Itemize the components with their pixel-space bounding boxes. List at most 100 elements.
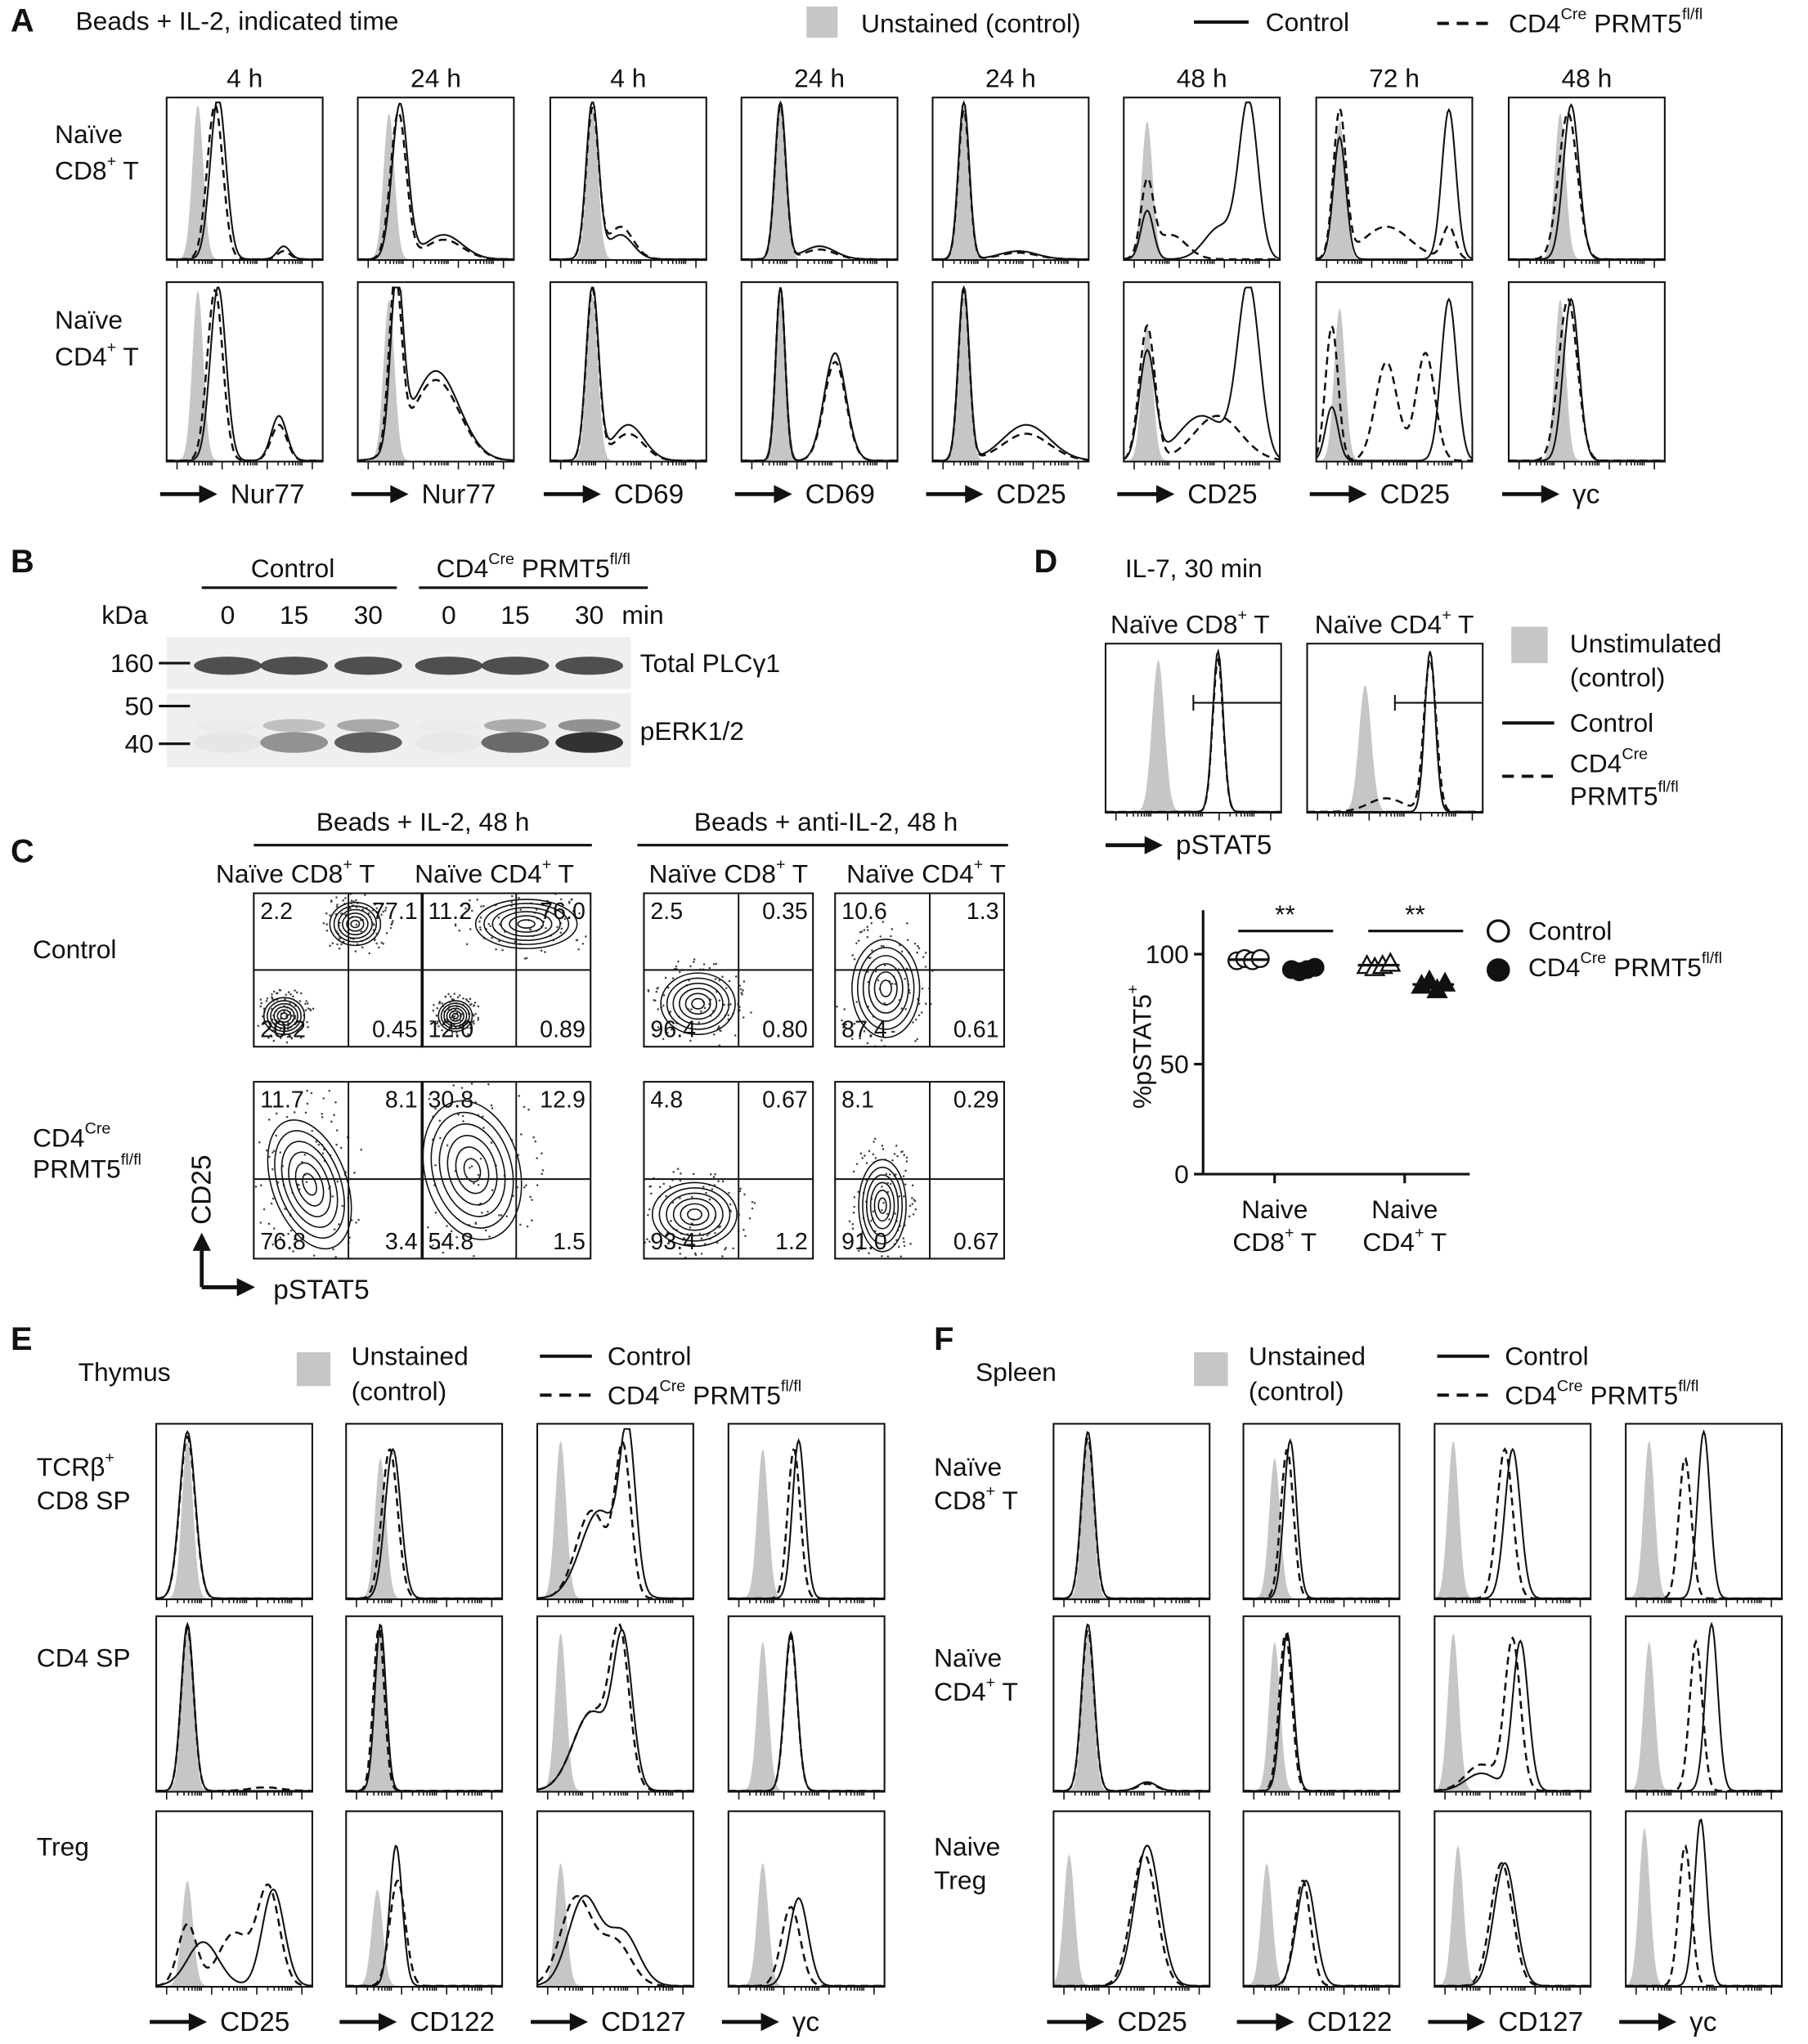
arrow-head xyxy=(582,485,601,504)
event-dot xyxy=(391,921,393,924)
cell-label: Naïve CD4+ T xyxy=(1315,606,1474,639)
event-dot xyxy=(679,1253,682,1255)
event-dot xyxy=(906,922,908,925)
event-dot xyxy=(662,1182,666,1186)
event-dot xyxy=(455,1235,458,1239)
row-label: Naïve xyxy=(55,119,123,149)
histogram-control xyxy=(1315,297,1474,462)
event-dot xyxy=(341,1204,344,1208)
event-dot xyxy=(544,951,546,953)
quadrant-value: 1.5 xyxy=(553,1229,585,1255)
event-dot xyxy=(434,1212,437,1214)
histogram-knockout xyxy=(346,1448,503,1600)
histogram-knockout xyxy=(1053,1436,1210,1600)
quadrant-value-part: 4.8 xyxy=(650,1087,683,1113)
quadrant-value: 2.5 xyxy=(650,899,683,925)
event-dot xyxy=(361,908,365,911)
axis-label: Nur77 xyxy=(421,479,496,509)
event-dot xyxy=(382,942,385,945)
histogram-control xyxy=(536,1428,693,1600)
cell-label-part: T xyxy=(983,859,1006,889)
panel-letter-part: D xyxy=(1034,544,1058,580)
arrow-head xyxy=(774,485,792,504)
quadrant-value-part: 76.8 xyxy=(260,1229,306,1255)
event-dot xyxy=(330,900,333,903)
legend-swatch xyxy=(1194,1351,1228,1387)
event-dot xyxy=(894,983,897,985)
row-label: Naive xyxy=(934,1831,1000,1861)
event-dot xyxy=(662,1038,665,1041)
event-dot xyxy=(519,908,522,912)
event-dot xyxy=(478,926,482,929)
event-dot xyxy=(451,1031,454,1033)
event-dot xyxy=(881,1255,883,1257)
event-dot xyxy=(581,942,585,945)
event-dot xyxy=(721,1180,725,1183)
contour xyxy=(342,912,369,936)
event-dot xyxy=(909,1243,912,1245)
event-dot xyxy=(585,935,587,938)
contour xyxy=(869,1181,895,1230)
x-tick-label: CD4+ T xyxy=(1362,1224,1447,1257)
event-dot xyxy=(523,1105,526,1109)
arrow-head xyxy=(760,2012,779,2032)
y-tick-label-part: 50 xyxy=(1160,1050,1188,1079)
panel-letter: D xyxy=(1034,544,1058,580)
event-dot xyxy=(843,1008,846,1011)
quadrant-value: 77.1 xyxy=(372,899,418,925)
lane-label-part: 15 xyxy=(280,600,308,630)
cell-label: Naïve CD4+ T xyxy=(415,856,574,889)
event-dot xyxy=(273,1227,276,1230)
event-dot xyxy=(912,1021,914,1024)
contour xyxy=(438,1123,506,1217)
lane-label: 0 xyxy=(221,600,236,630)
row-label: Control xyxy=(33,935,117,964)
histogram-unstained xyxy=(1626,1641,1782,1792)
cell-label: Naïve CD4+ T xyxy=(846,856,1006,889)
event-dot xyxy=(841,1019,843,1022)
event-dot xyxy=(476,899,478,901)
event-dot xyxy=(495,948,497,951)
quadrant-value-part: 87.4 xyxy=(841,1017,887,1043)
histogram-knockout xyxy=(728,1633,885,1792)
event-dot xyxy=(361,946,364,948)
event-dot xyxy=(523,957,527,960)
contour xyxy=(672,982,724,1025)
plot-frame xyxy=(1306,643,1484,814)
histogram-unstained xyxy=(166,289,323,462)
event-dot xyxy=(679,1197,681,1199)
event-dot xyxy=(882,945,885,948)
row-label-part: + xyxy=(107,152,117,170)
tissue-label: Thymus xyxy=(79,1357,171,1387)
legend-label-part: fl/fl xyxy=(781,1377,801,1395)
event-dot xyxy=(891,1030,894,1033)
event-dot xyxy=(355,899,357,902)
legend-label-part: PRMT5 xyxy=(1606,953,1702,982)
row-label-part: Cre xyxy=(85,1120,111,1138)
contour xyxy=(443,1005,468,1027)
contour xyxy=(680,1203,710,1226)
event-dot xyxy=(665,1195,667,1198)
event-dot xyxy=(560,898,563,901)
event-dot xyxy=(523,1186,526,1189)
event-dot xyxy=(469,928,472,930)
event-dot xyxy=(881,1186,883,1188)
event-dot xyxy=(857,939,860,942)
row-label-part: T xyxy=(116,342,139,371)
event-dot xyxy=(360,930,362,933)
event-dot xyxy=(335,896,338,899)
event-dot xyxy=(880,944,883,948)
event-dot xyxy=(889,1182,892,1186)
quadrant-value-part: 0.61 xyxy=(953,1017,999,1043)
event-dot xyxy=(312,1007,315,1011)
legend-label-part: fl/fl xyxy=(1702,949,1722,967)
axis-label: CD25 xyxy=(996,479,1066,509)
event-dot xyxy=(671,977,675,979)
event-dot xyxy=(429,1020,433,1023)
histogram-knockout xyxy=(932,105,1089,261)
panel-title: IL-7, 30 min xyxy=(1125,554,1263,583)
plot-frame xyxy=(1104,643,1282,814)
quadrant-value-part: 0.35 xyxy=(762,899,808,925)
contour xyxy=(862,955,909,1022)
event-dot xyxy=(692,1172,695,1176)
